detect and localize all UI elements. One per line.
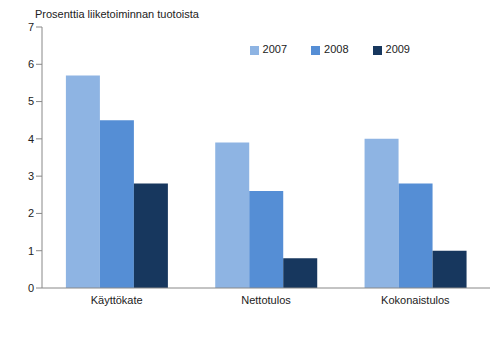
html-text:2009: 2009 — [385, 43, 410, 55]
svg-text:2: 2 — [28, 207, 34, 219]
svg-text:Kokonaistulos: Kokonaistulos — [381, 294, 450, 306]
svg-text:Käyttökate: Käyttökate — [91, 294, 143, 306]
svg-text:0: 0 — [28, 282, 34, 294]
html-text:Prosenttia liiketoiminnan tuot: Prosenttia liiketoiminnan tuotoista — [35, 8, 199, 20]
svg-text:5: 5 — [28, 95, 34, 107]
svg-text:Nettotulos: Nettotulos — [241, 294, 291, 306]
html-text:2007: 2007 — [262, 43, 287, 55]
svg-text:7: 7 — [28, 21, 34, 33]
svg-text:4: 4 — [28, 133, 34, 145]
html-text:2008: 2008 — [324, 43, 349, 55]
svg-text:3: 3 — [28, 170, 34, 182]
svg-text:1: 1 — [28, 245, 34, 257]
svg-text:6: 6 — [28, 58, 34, 70]
